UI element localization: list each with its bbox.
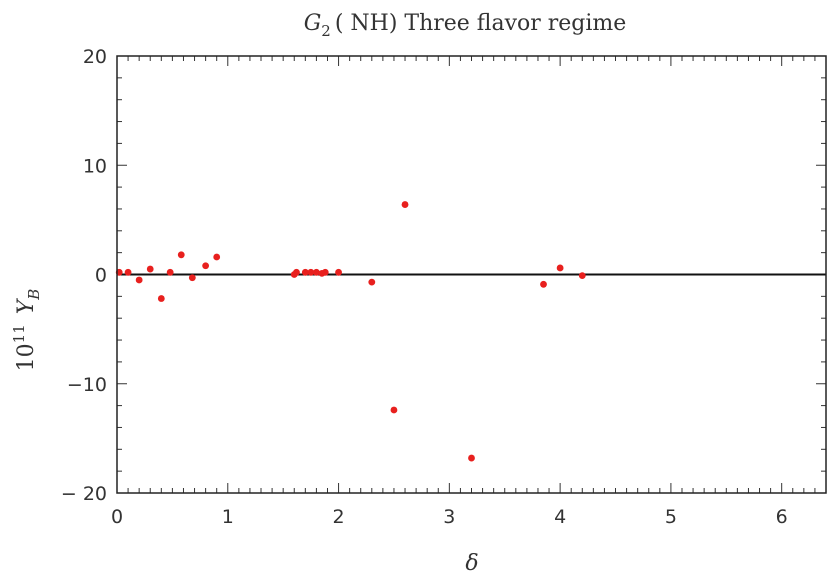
data-point bbox=[578, 272, 586, 279]
data-point bbox=[556, 264, 564, 272]
x-tick-label: 2 bbox=[333, 506, 345, 528]
axis-ticks bbox=[116, 55, 827, 494]
data-point bbox=[540, 280, 547, 288]
x-tick-label: 0 bbox=[111, 506, 123, 528]
data-point bbox=[157, 295, 165, 302]
plot-frame bbox=[116, 55, 827, 494]
title-g: G bbox=[304, 11, 322, 36]
data-point bbox=[293, 268, 300, 276]
data-point bbox=[307, 268, 315, 276]
data-points bbox=[115, 201, 586, 462]
x-tick-label: 3 bbox=[443, 506, 455, 528]
y-tick-label: − 20 bbox=[61, 483, 107, 505]
x-tick-label: 4 bbox=[554, 506, 566, 528]
x-tick-label: 1 bbox=[222, 506, 234, 528]
y-tick-label: 10 bbox=[83, 155, 107, 177]
data-point bbox=[213, 253, 221, 261]
data-point bbox=[301, 268, 309, 276]
y-tick-label: 20 bbox=[83, 46, 107, 68]
data-point bbox=[188, 274, 196, 282]
y-label-exponent: 11 bbox=[10, 324, 28, 343]
y-label-subscript: B bbox=[25, 289, 43, 301]
x-tick-label: 6 bbox=[776, 506, 788, 528]
y-tick-label: 0 bbox=[95, 265, 107, 287]
y-axis-label: 1011 YB bbox=[10, 289, 43, 372]
title-subscript: 2 bbox=[321, 22, 331, 40]
chart-title: G2( NH) Three flavor regime bbox=[304, 11, 627, 40]
tick-labels: 0 1 2 3 4 5 6 − 20 −10 0 10 20 bbox=[61, 46, 788, 528]
y-tick-label: −10 bbox=[67, 374, 107, 396]
data-point bbox=[335, 268, 342, 276]
title-rest: ( NH) Three flavor regime bbox=[335, 11, 627, 36]
data-point bbox=[313, 268, 320, 276]
data-point bbox=[401, 201, 409, 208]
data-point bbox=[202, 262, 210, 270]
data-point bbox=[321, 268, 329, 276]
x-tick-label: 5 bbox=[665, 506, 677, 528]
data-point bbox=[468, 454, 475, 462]
data-point bbox=[124, 268, 132, 276]
data-point bbox=[146, 265, 154, 273]
data-point bbox=[368, 278, 376, 286]
data-point bbox=[166, 268, 174, 276]
y-label-base: 10 bbox=[14, 343, 39, 371]
y-label-var: Y bbox=[14, 297, 39, 314]
data-point bbox=[390, 406, 398, 414]
data-point bbox=[135, 276, 143, 284]
x-axis-label: δ bbox=[465, 551, 478, 576]
data-point bbox=[177, 251, 185, 259]
